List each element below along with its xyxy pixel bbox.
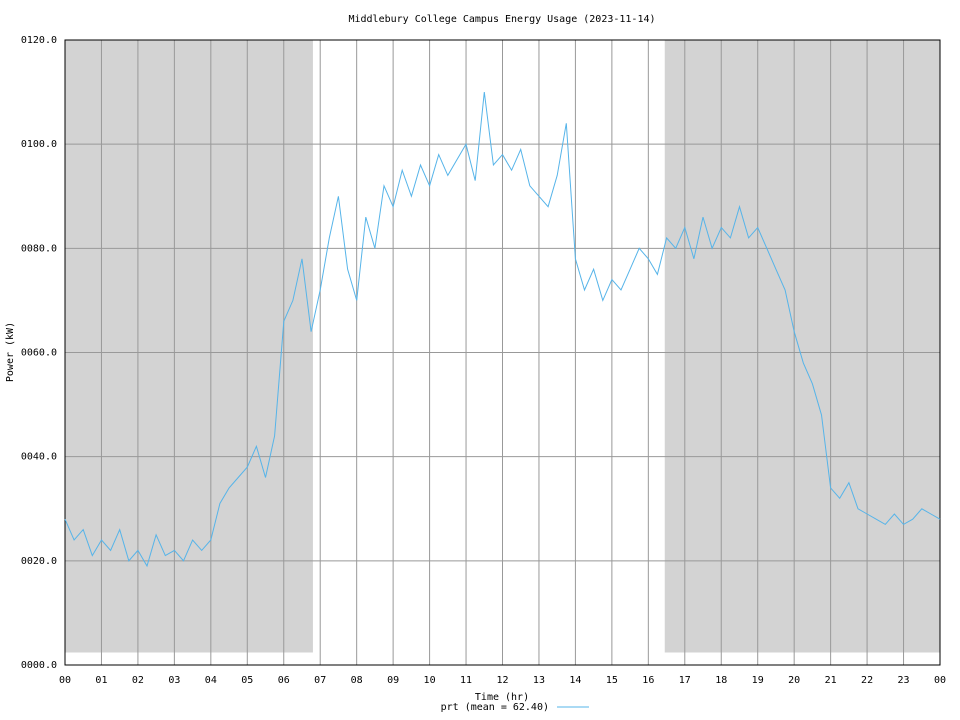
x-tick-label: 12 [496, 675, 508, 686]
x-tick-label: 08 [351, 675, 363, 686]
plot-frame [64, 39, 941, 666]
x-tick-label: 20 [788, 675, 800, 686]
y-tick-label: 0040.0 [21, 452, 57, 463]
x-tick-label: 16 [642, 675, 654, 686]
x-tick-label: 09 [387, 675, 399, 686]
x-tick-label: 00 [934, 675, 946, 686]
x-tick-label: 10 [424, 675, 436, 686]
data-line [64, 92, 941, 568]
x-tick-label: 06 [278, 675, 290, 686]
y-tick-label: 0000.0 [21, 660, 57, 671]
y-axis-label: Power (kW) [5, 322, 16, 382]
y-tick-label: 0080.0 [21, 243, 57, 254]
y-tick-label: 0060.0 [21, 348, 57, 359]
x-tick-label: 23 [898, 675, 910, 686]
x-tick-label: 05 [241, 675, 253, 686]
x-tick-label: 18 [715, 675, 727, 686]
shaded-region [65, 40, 313, 653]
x-axis-label: Time (hr) [475, 692, 529, 703]
x-tick-label: 19 [752, 675, 764, 686]
x-tick-label: 21 [825, 675, 837, 686]
y-tick-label: 0020.0 [21, 556, 57, 567]
x-tick-label: 22 [861, 675, 873, 686]
x-tick-label: 00 [59, 675, 71, 686]
x-tick-label: 11 [460, 675, 472, 686]
x-tick-label: 13 [533, 675, 545, 686]
shaded-region [664, 40, 940, 653]
x-tick-label: 15 [606, 675, 618, 686]
y-tick-label: 0100.0 [21, 139, 57, 150]
legend-label: prt (mean = 62.40) [441, 702, 549, 713]
x-tick-label: 04 [205, 675, 217, 686]
x-tick-label: 01 [95, 675, 107, 686]
x-tick-label: 03 [168, 675, 180, 686]
x-tick-label: 02 [132, 675, 144, 686]
chart-title: Middlebury College Campus Energy Usage (… [348, 14, 655, 25]
x-tick-label: 14 [569, 675, 581, 686]
y-tick-label: 0120.0 [21, 35, 57, 46]
x-tick-label: 07 [314, 675, 326, 686]
x-tick-label: 17 [679, 675, 691, 686]
